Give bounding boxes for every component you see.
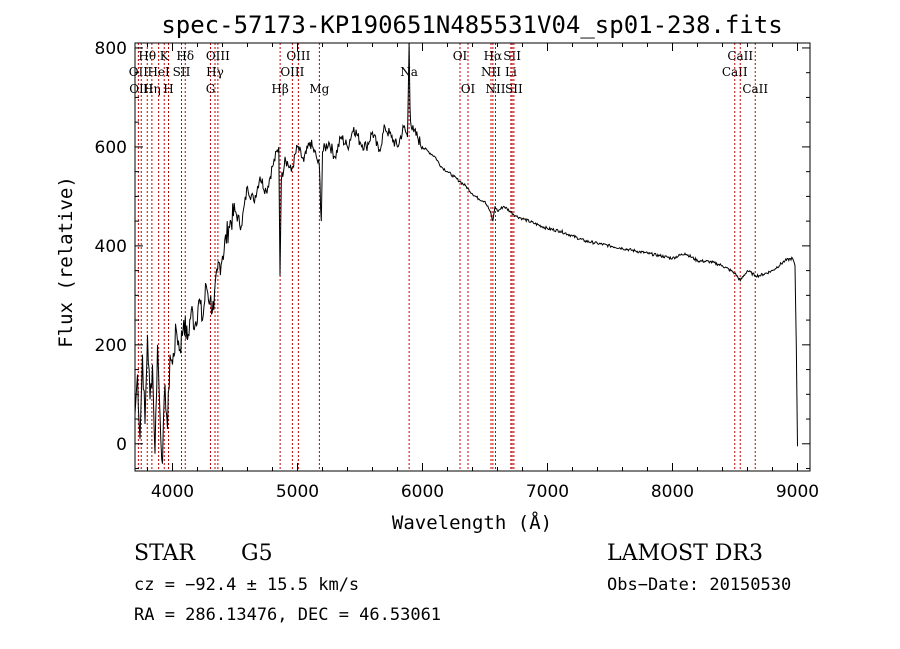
line-marker-label: CaII	[722, 65, 748, 79]
line-marker-label: OIII	[280, 65, 304, 79]
line-marker-label: CaII	[727, 49, 753, 63]
x-tick-label: 9000	[776, 482, 819, 502]
y-tick-label: 600	[95, 138, 127, 158]
x-tick-label: 8000	[651, 482, 694, 502]
line-marker-label: SII	[505, 82, 523, 96]
line-marker-label: Hα	[484, 49, 503, 63]
x-tick-label: 7000	[526, 482, 569, 502]
line-marker-label: OI	[461, 82, 476, 96]
y-tick-label: 800	[95, 39, 127, 59]
chart-title: spec-57173-KP190651N485531V04_sp01-238.f…	[161, 11, 782, 39]
line-marker-label: Hδ	[176, 49, 194, 63]
x-tick-label: 6000	[401, 482, 444, 502]
redshift-value: cz = −92.4 ± 15.5 km/s	[134, 575, 360, 595]
spectrum-series	[134, 42, 798, 464]
line-marker-label: OI	[453, 49, 468, 63]
line-marker-label: Hη	[143, 82, 161, 96]
line-marker-label: HeI	[147, 65, 170, 79]
line-marker-label: OII	[129, 65, 149, 79]
x-tick-label: 5000	[276, 482, 319, 502]
y-tick-label: 400	[95, 237, 127, 257]
line-marker-label: G	[206, 82, 216, 96]
plot-frame	[134, 42, 811, 472]
spectrum-line	[134, 42, 798, 464]
line-marker-label: CaII	[742, 82, 768, 96]
survey-name: LAMOST DR3	[607, 541, 763, 566]
spectrum-chart: spec-57173-KP190651N485531V04_sp01-238.f…	[55, 11, 819, 534]
y-tick-label: 200	[95, 336, 127, 356]
line-marker-label: NII	[481, 65, 501, 79]
line-marker-label: Hγ	[206, 65, 224, 79]
line-marker-label: OIII	[206, 49, 230, 63]
object-class: STAR	[134, 541, 195, 566]
x-axis-ticks: 4000 5000 6000 7000 8000 9000	[147, 43, 819, 502]
object-subclass: G5	[241, 541, 273, 566]
observation-date: Obs−Date: 20150530	[607, 575, 792, 595]
line-marker-label: K	[160, 49, 170, 63]
y-axis-ticks: 0 200 400 600 800	[95, 39, 810, 470]
x-axis-label: Wavelength (Å)	[392, 511, 552, 534]
coordinates: RA = 286.13476, DEC = 46.53061	[134, 605, 442, 625]
line-marker-label: Hβ	[271, 82, 288, 96]
line-marker-label: NII	[486, 82, 506, 96]
line-marker-label: SII	[173, 65, 191, 79]
y-tick-label: 0	[116, 435, 127, 455]
line-marker-label: OIII	[286, 49, 310, 63]
line-marker-label: Mg	[309, 82, 329, 96]
line-marker-label: H	[163, 82, 173, 96]
line-marker-label: SII	[503, 49, 521, 63]
x-tick-label: 4000	[151, 482, 194, 502]
line-markers: OIIOIIIHθHηHeIKHSIIHδGHγOIIIHβOIIIOIIIMg…	[129, 43, 768, 471]
y-axis-label: Flux (relative)	[55, 176, 77, 348]
line-marker-label: Hθ	[138, 49, 156, 63]
line-marker-label: Li	[505, 65, 517, 79]
